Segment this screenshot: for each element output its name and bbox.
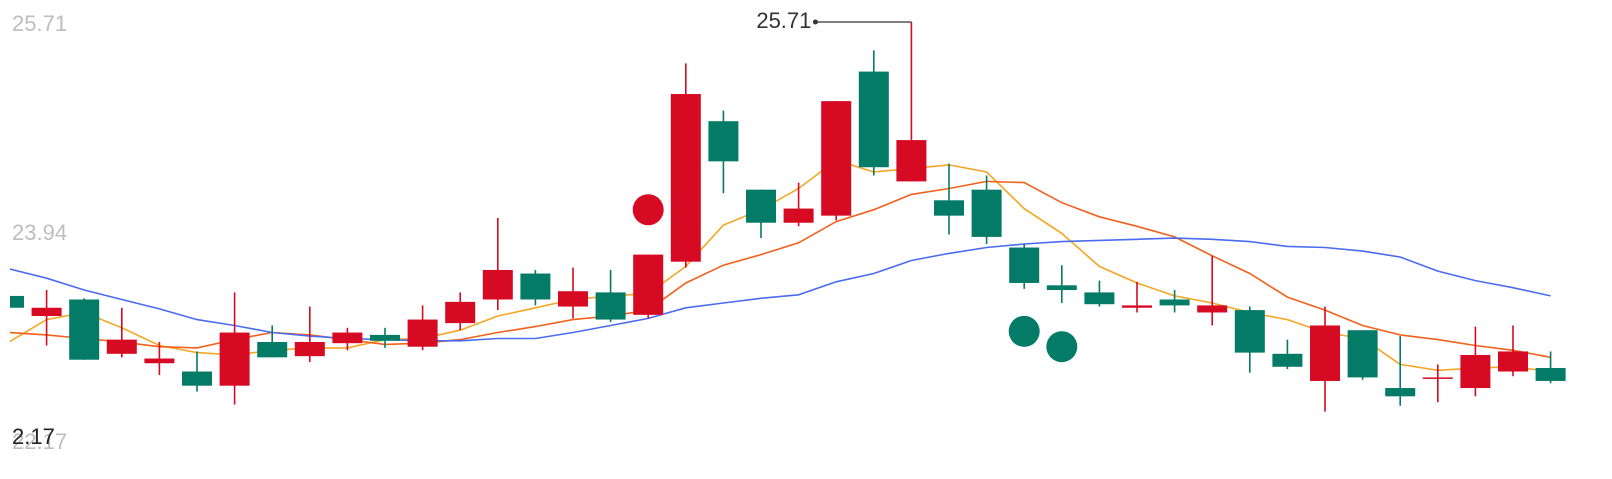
candle-body — [1460, 354, 1491, 389]
candle-body — [934, 200, 964, 216]
candle-body — [1084, 292, 1115, 305]
y-tick-label: 22.17 — [12, 429, 67, 454]
candle-body — [482, 269, 513, 300]
candle-body — [1234, 310, 1265, 353]
high-label: 25.71 — [756, 8, 811, 33]
candle-body — [1009, 247, 1040, 283]
candle-body — [1122, 305, 1152, 308]
signal-marker — [632, 194, 664, 226]
candle-body — [31, 307, 62, 317]
candle-body — [1535, 367, 1566, 381]
ma-line — [10, 237, 1551, 342]
candle-body — [670, 94, 701, 262]
candle-body — [106, 339, 137, 354]
labels: 25.71 23.94 22.17 25.71 2.17 — [12, 8, 912, 454]
candle-body — [783, 208, 814, 223]
candle-body — [1310, 325, 1340, 381]
candle-body — [1347, 330, 1378, 378]
candle-body — [445, 301, 476, 324]
candle-body — [1046, 285, 1077, 291]
candle-body — [1272, 353, 1303, 367]
candle-body — [257, 341, 288, 358]
signal-marker — [1008, 315, 1040, 347]
candle-body — [294, 341, 325, 357]
candle-body — [971, 189, 1002, 237]
candle-body — [69, 299, 100, 360]
candle-body — [219, 332, 250, 386]
y-tick-label: 25.71 — [12, 11, 67, 36]
candle-body — [182, 371, 212, 386]
y-tick-label: 23.94 — [12, 220, 67, 245]
candle-body — [1159, 299, 1190, 306]
candle-body — [1422, 377, 1453, 379]
candle-body — [633, 254, 664, 315]
candle-body — [558, 291, 588, 307]
candle-body — [708, 121, 739, 162]
candle-body — [821, 101, 852, 216]
candle-body — [858, 71, 889, 168]
plot-area — [10, 22, 1566, 412]
candle-body — [370, 334, 400, 341]
candle-body — [407, 319, 438, 347]
candle-body — [1385, 388, 1416, 397]
candle-body — [520, 273, 551, 300]
signal-marker — [1046, 331, 1078, 363]
candle-body — [332, 332, 363, 344]
ma-line — [10, 180, 1551, 359]
candle-body — [1498, 351, 1528, 372]
candle-body — [144, 358, 175, 364]
candle-body — [1197, 305, 1228, 313]
candle-body — [746, 189, 776, 223]
candle-body — [595, 292, 626, 320]
annotation-dot — [812, 19, 818, 25]
overlay-label: 2.17 — [12, 424, 55, 449]
candle-body — [10, 295, 24, 308]
candle-body — [896, 140, 927, 182]
